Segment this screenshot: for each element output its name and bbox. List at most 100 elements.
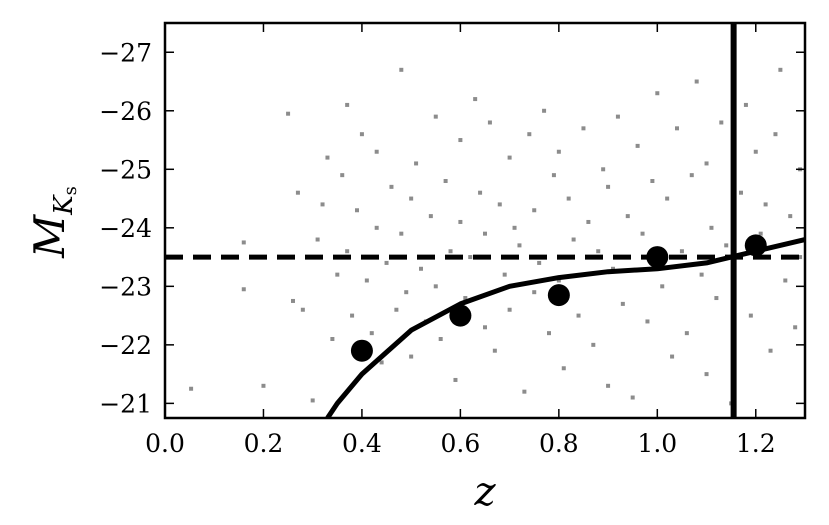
scatter-point bbox=[601, 167, 606, 172]
scatter-point bbox=[364, 278, 369, 283]
scatter-point bbox=[428, 214, 433, 219]
scatter-point bbox=[473, 97, 478, 102]
scatter-point bbox=[335, 272, 340, 277]
scatter-point bbox=[345, 249, 350, 254]
scatter-point bbox=[606, 184, 611, 189]
model-curve bbox=[325, 237, 805, 418]
scatter-point bbox=[507, 307, 512, 312]
scatter-point bbox=[522, 389, 527, 394]
x-tick-label: 0.8 bbox=[539, 429, 579, 458]
scatter-point bbox=[359, 132, 364, 137]
binned-point bbox=[350, 339, 373, 362]
scatter-point bbox=[355, 208, 359, 213]
scatter-point bbox=[261, 383, 266, 388]
scatter-point bbox=[753, 149, 758, 154]
scatter-point bbox=[478, 190, 483, 195]
scatter-point bbox=[586, 219, 591, 224]
scatter-point bbox=[189, 386, 194, 391]
scatter-point bbox=[581, 126, 586, 131]
scatter-point bbox=[763, 202, 768, 207]
scatter-point bbox=[320, 202, 325, 207]
scatter-point bbox=[645, 319, 650, 324]
scatter-point bbox=[591, 342, 596, 347]
scatter-point bbox=[394, 307, 399, 312]
scatter-point bbox=[295, 190, 300, 195]
scatter-point bbox=[689, 173, 694, 178]
scatter-point bbox=[576, 313, 581, 318]
scatter-point bbox=[419, 266, 423, 271]
scatter-point bbox=[483, 231, 487, 236]
binned-point bbox=[744, 234, 767, 257]
y-axis-label: MKs bbox=[25, 186, 81, 259]
scatter-point bbox=[458, 138, 463, 143]
scatter-point bbox=[788, 214, 793, 219]
y-tick-label: −26 bbox=[99, 97, 152, 126]
scatter-point bbox=[315, 237, 320, 242]
scatter-point bbox=[483, 325, 487, 330]
y-tick-label: −22 bbox=[99, 331, 152, 360]
scatter-point bbox=[340, 173, 345, 178]
scatter-point bbox=[709, 225, 714, 230]
binned-markers bbox=[350, 234, 767, 362]
scatter-point bbox=[241, 240, 246, 245]
x-tick-label: 0.4 bbox=[342, 429, 382, 458]
scatter-point bbox=[384, 260, 389, 265]
scatter-point bbox=[453, 377, 458, 382]
scatter-point bbox=[310, 398, 315, 403]
scatter-point bbox=[517, 243, 522, 248]
scatter-point bbox=[389, 184, 394, 189]
scatter-point bbox=[758, 231, 763, 236]
scatter-point bbox=[433, 114, 438, 119]
axes-frame bbox=[163, 21, 807, 420]
y-tick-label: −25 bbox=[99, 155, 152, 184]
scatter-point bbox=[443, 179, 448, 183]
scatter-point bbox=[630, 395, 635, 400]
scatter-point bbox=[458, 219, 463, 224]
scatter-point bbox=[615, 114, 620, 119]
scatter-point bbox=[743, 102, 748, 107]
scatter-point bbox=[748, 313, 753, 318]
scatter-point bbox=[640, 231, 645, 236]
scatter-point bbox=[670, 354, 675, 359]
scatter-point bbox=[561, 366, 566, 371]
scatter-point bbox=[704, 161, 709, 166]
scatter-point bbox=[675, 126, 679, 131]
scatter-point bbox=[433, 284, 438, 289]
scatter-point bbox=[291, 298, 295, 303]
x-tick-label: 1.2 bbox=[736, 429, 776, 458]
scatter-point bbox=[345, 102, 350, 107]
scatter-point bbox=[537, 260, 542, 265]
y-tick-label: −23 bbox=[99, 272, 152, 301]
binned-point bbox=[547, 284, 570, 307]
scatter-point bbox=[527, 132, 532, 137]
x-axis-ticks: 0.0 0.2 0.4 0.6 0.8 1.0 1.2 bbox=[145, 23, 776, 458]
scatter-point bbox=[438, 337, 443, 341]
scatter-point bbox=[414, 161, 419, 166]
scatter-point bbox=[556, 278, 561, 283]
scatter-point bbox=[793, 325, 798, 330]
scatter-point bbox=[566, 196, 571, 201]
scatter-point bbox=[512, 225, 517, 230]
scatter-point bbox=[635, 143, 640, 148]
scatter-point bbox=[699, 272, 704, 277]
scatter-point bbox=[542, 108, 547, 113]
y-tick-label: −21 bbox=[99, 389, 152, 418]
scatter-point bbox=[379, 360, 384, 365]
scatter-point bbox=[778, 67, 783, 72]
y-axis-label-sub: K bbox=[49, 194, 79, 216]
scatter-point bbox=[655, 91, 660, 96]
scatter-point bbox=[547, 331, 551, 336]
scatter-point bbox=[286, 111, 291, 116]
scatter-point bbox=[783, 278, 788, 283]
scatter-point bbox=[596, 249, 601, 254]
scatter-point bbox=[487, 120, 492, 125]
reference-lines bbox=[165, 23, 805, 418]
scatter-point bbox=[325, 155, 330, 160]
scatter-point bbox=[704, 372, 709, 377]
scatter-point bbox=[409, 354, 414, 359]
scatter-point bbox=[694, 79, 699, 84]
scatter-point bbox=[374, 149, 379, 154]
scatter-point bbox=[571, 237, 576, 242]
scatter-point bbox=[719, 120, 724, 125]
x-axis-label: z bbox=[473, 469, 496, 515]
